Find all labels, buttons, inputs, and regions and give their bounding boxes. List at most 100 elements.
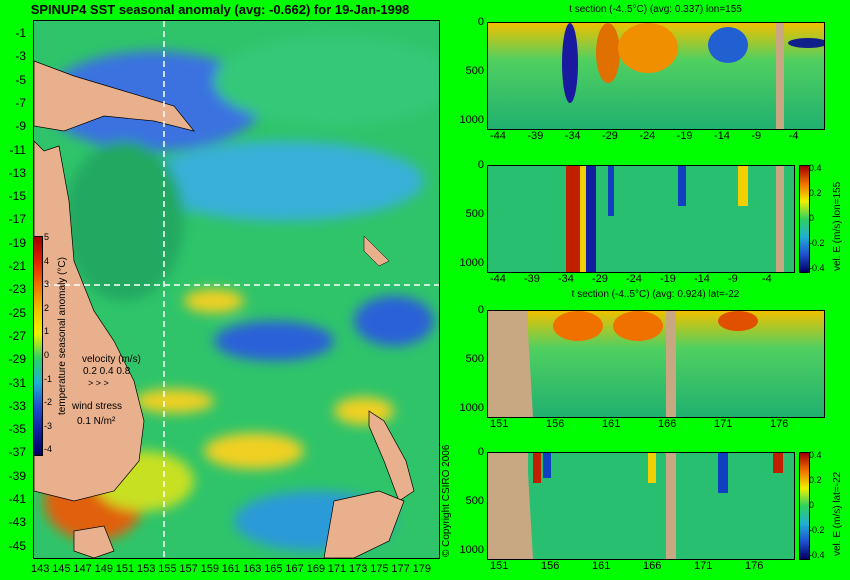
section-x-tick: -19 — [676, 130, 693, 142]
map-y-tick: -7 — [15, 95, 26, 110]
map-y-tick: -29 — [8, 352, 26, 367]
sst-colorbar-tick: -2 — [44, 397, 53, 408]
map-y-tick: -5 — [15, 72, 26, 87]
map-y-tick: -41 — [8, 492, 26, 506]
map-y-tick: -31 — [8, 375, 26, 390]
map-x-tick: 155 — [158, 563, 177, 575]
map-y-tick: -17 — [8, 212, 26, 227]
sst-map[interactable] — [33, 20, 440, 559]
map-y-tick: -11 — [9, 142, 26, 157]
section-x-tick: 151 — [490, 418, 509, 430]
section-x-tick: 171 — [714, 418, 733, 430]
section-colorbar-tick: 0 — [809, 500, 815, 510]
panel4-vel-section-lat[interactable] — [487, 452, 795, 560]
section-x-tick: 151 — [490, 560, 509, 572]
section-x-tick: -4 — [788, 130, 799, 142]
land-new-guinea — [34, 60, 195, 132]
map-y-tick: -19 — [8, 235, 26, 250]
depth-tick: 1000 — [459, 114, 484, 126]
panel4-colorbar-label: vel. E (m/s) lat=-22 — [832, 471, 843, 556]
wind-legend-label: wind stress — [72, 401, 123, 412]
section-x-tick: 176 — [745, 560, 764, 572]
map-x-tick: 175 — [370, 563, 389, 575]
section-x-tick: 161 — [592, 560, 611, 572]
map-x-tick: 147 — [73, 563, 92, 575]
section-x-tick: -44 — [490, 273, 506, 285]
depth-tick: 500 — [465, 353, 484, 365]
section-x-tick: 156 — [546, 418, 565, 430]
section-colorbar-tick: 0.4 — [809, 163, 822, 173]
velocity-legend-label: velocity (m/s) — [82, 354, 141, 365]
section-x-tick: 171 — [694, 560, 713, 572]
map-y-tick: -13 — [8, 165, 26, 180]
depth-tick: 0 — [477, 446, 484, 458]
map-y-tick: -23 — [8, 282, 26, 297]
map-y-tick: -3 — [15, 49, 26, 64]
map-x-tick: 159 — [200, 563, 219, 575]
map-y-tick: -43 — [8, 515, 26, 530]
map-x-tick: 151 — [115, 563, 135, 575]
panel1-title: t section (-4..5°C) (avg: 0.337) lon=155 — [569, 4, 742, 15]
section-x-tick: 156 — [541, 560, 560, 572]
panel2-vel-section-lon[interactable] — [487, 165, 795, 273]
section-x-tick: 166 — [643, 560, 662, 572]
depth-tick: 1000 — [459, 257, 484, 269]
sst-colorbar-tick: -1 — [44, 373, 53, 384]
map-y-tick: -33 — [8, 398, 26, 413]
map-x-tick: 143 — [31, 563, 50, 575]
panel3-t-section-lat[interactable] — [487, 310, 825, 418]
section-x-tick: -44 — [490, 130, 506, 142]
sst-colorbar-tick: 5 — [44, 232, 50, 242]
map-x-tick: 165 — [264, 563, 283, 575]
wind-legend-scale: 0.1 N/m² — [77, 416, 116, 427]
map-y-tick: -1 — [15, 26, 26, 40]
section-x-tick: -19 — [660, 273, 676, 285]
section-colorbar-tick: -0.2 — [809, 525, 825, 535]
panel2-colorbar — [799, 165, 810, 273]
section-x-tick: -24 — [639, 130, 656, 142]
land-nz-south — [323, 490, 405, 558]
section-colorbar-tick: 0.2 — [809, 188, 822, 198]
section-colorbar-tick: -0.4 — [809, 550, 825, 560]
map-x-tick: 153 — [137, 563, 156, 575]
panel4-colorbar — [799, 452, 810, 560]
depth-tick: 0 — [477, 304, 484, 316]
map-y-tick: -25 — [8, 305, 26, 320]
map-y-tick: -21 — [8, 259, 26, 273]
map-x-tick: 169 — [306, 563, 325, 575]
sst-colorbar-tick: -3 — [44, 420, 53, 431]
map-x-tick: 145 — [52, 563, 71, 575]
depth-tick: 0 — [477, 16, 484, 28]
sst-map-svg — [34, 21, 439, 558]
copyright: © Copyright CSIRO 2006 — [441, 444, 452, 557]
map-y-tick: -37 — [8, 445, 26, 460]
map-x-tick: 149 — [94, 563, 113, 575]
map-y-tick: -27 — [8, 328, 26, 343]
map-x-tick: 171 — [327, 563, 347, 575]
map-y-tick: -39 — [8, 468, 26, 483]
section-x-tick: -9 — [728, 273, 738, 285]
panel1-t-section-lon[interactable] — [487, 22, 825, 130]
section-x-tick: -29 — [592, 273, 608, 285]
velocity-legend-scale: 0.2 0.4 0.8 — [83, 366, 131, 377]
map-x-tick: 157 — [179, 563, 198, 575]
depth-tick: 1000 — [459, 544, 484, 556]
map-y-tick: -45 — [8, 538, 26, 553]
land-australia — [34, 140, 145, 502]
section-x-tick: -14 — [714, 130, 730, 142]
section-x-tick: -9 — [751, 130, 762, 142]
colorbar-label: temperature seasonal anomaly (°C) — [57, 257, 68, 415]
depth-tick: 500 — [465, 208, 484, 220]
sst-colorbar-tick: 1 — [44, 326, 50, 337]
map-x-tick: 167 — [285, 563, 304, 575]
section-x-tick: 166 — [658, 418, 677, 430]
sst-colorbar-tick: 2 — [44, 302, 50, 313]
section-x-tick: -14 — [694, 273, 710, 285]
section-x-tick: -39 — [524, 273, 540, 285]
section-colorbar-tick: 0 — [809, 213, 815, 223]
map-title: SPINUP4 SST seasonal anomaly (avg: -0.66… — [30, 2, 410, 17]
sst-colorbar — [33, 236, 43, 456]
depth-tick: 0 — [477, 159, 484, 171]
section-x-tick: -34 — [558, 273, 574, 285]
map-x-tick: 161 — [221, 563, 241, 575]
